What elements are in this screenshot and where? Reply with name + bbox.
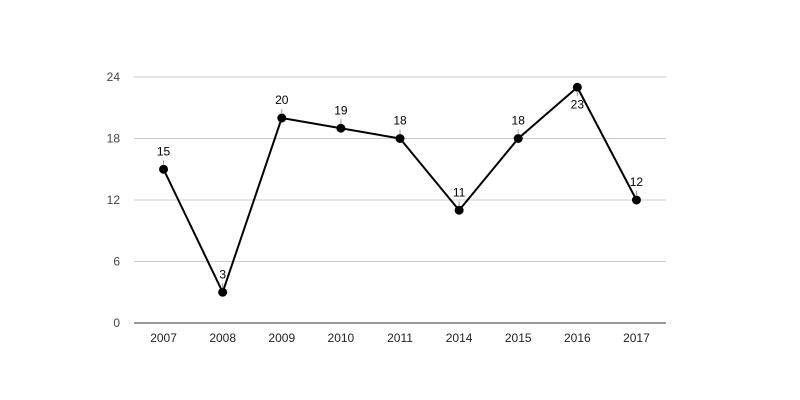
data-point-marker: [454, 205, 464, 215]
data-label: 23: [571, 97, 585, 111]
data-label: 19: [334, 103, 348, 117]
data-point-marker: [336, 123, 346, 133]
x-axis-ticks: 2007 2008 2009 2010 2011 2014 2015 2016 2017: [150, 331, 650, 345]
data-point-marker: [218, 287, 228, 297]
x-tick-label: 2008: [209, 331, 236, 345]
data-point-marker: [572, 82, 582, 92]
x-tick-label: 2010: [328, 331, 355, 345]
grid-lines: [134, 76, 666, 324]
data-labels: 15 3 20 19 18 11 18 23 12: [157, 91, 644, 289]
y-tick-label: 12: [107, 193, 121, 207]
data-label: 11: [453, 185, 466, 199]
data-label: 20: [275, 93, 289, 107]
x-tick-label: 2007: [150, 331, 177, 345]
data-point-marker: [513, 134, 523, 143]
data-point-marker: [159, 164, 169, 174]
y-axis-ticks: 0 6 12 18 24: [107, 70, 121, 330]
series-group: [159, 82, 641, 297]
data-label: 18: [393, 114, 407, 128]
x-tick-label: 2011: [387, 331, 413, 345]
data-label: 3: [219, 267, 226, 281]
y-tick-label: 6: [113, 255, 120, 269]
x-tick-label: 2015: [505, 331, 532, 345]
y-tick-label: 18: [107, 132, 121, 146]
x-tick-label: 2016: [564, 331, 591, 345]
data-point-marker: [631, 195, 641, 205]
x-tick-label: 2017: [623, 331, 650, 345]
y-tick-label: 24: [107, 70, 121, 84]
y-tick-label: 0: [113, 316, 120, 330]
data-point-marker: [395, 134, 405, 143]
data-label: 18: [512, 114, 526, 128]
x-tick-label: 2009: [268, 331, 295, 345]
x-tick-label: 2014: [446, 331, 473, 345]
data-label: 15: [157, 144, 171, 158]
data-point-marker: [277, 113, 287, 123]
data-label: 12: [630, 175, 644, 189]
